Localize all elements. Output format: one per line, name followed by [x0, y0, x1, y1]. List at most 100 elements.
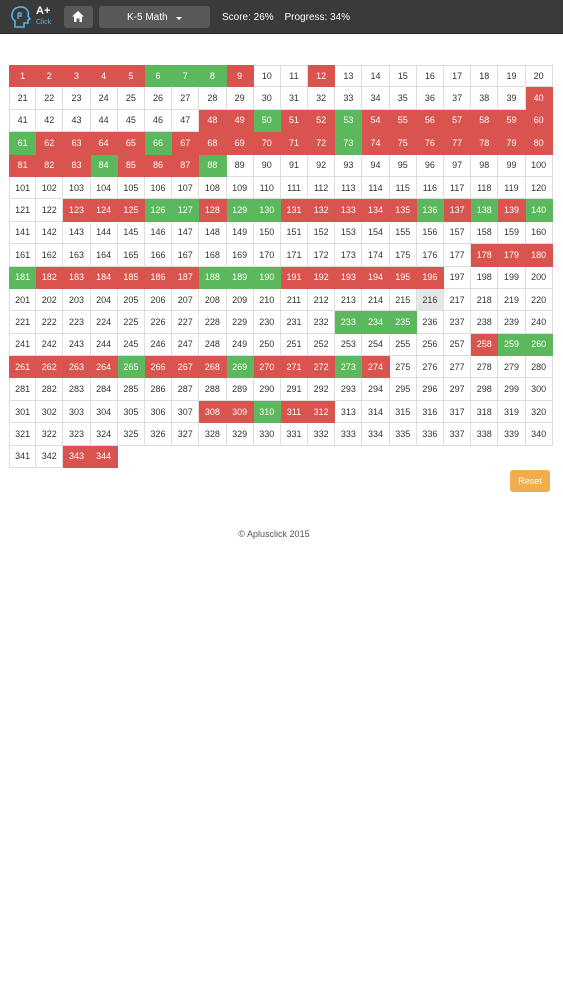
question-cell[interactable]: 87	[172, 154, 200, 177]
question-cell[interactable]: 237	[444, 311, 472, 334]
question-cell[interactable]: 163	[63, 244, 91, 267]
question-cell[interactable]: 174	[362, 244, 390, 267]
question-cell[interactable]: 169	[226, 244, 254, 267]
question-cell[interactable]: 29	[226, 87, 254, 110]
question-cell[interactable]: 138	[471, 199, 499, 222]
question-cell[interactable]: 223	[63, 311, 91, 334]
question-cell[interactable]: 56	[416, 109, 444, 133]
question-cell[interactable]: 222	[36, 311, 64, 334]
question-cell[interactable]: 227	[172, 311, 200, 334]
question-cell[interactable]: 15	[389, 65, 417, 88]
question-cell[interactable]: 88	[199, 154, 227, 177]
question-cell[interactable]: 330	[253, 423, 281, 446]
question-cell[interactable]: 106	[144, 176, 173, 200]
question-cell[interactable]: 242	[36, 333, 64, 357]
question-cell[interactable]: 86	[144, 154, 173, 177]
question-cell[interactable]: 221	[9, 311, 37, 334]
question-cell[interactable]: 310	[253, 400, 281, 424]
question-cell[interactable]: 323	[63, 423, 91, 446]
question-cell[interactable]: 298	[471, 378, 499, 401]
question-cell[interactable]: 285	[117, 378, 145, 401]
question-cell[interactable]: 16	[416, 65, 444, 88]
question-cell[interactable]: 206	[144, 288, 173, 312]
question-cell[interactable]: 274	[362, 356, 390, 379]
question-cell[interactable]: 121	[9, 199, 37, 222]
question-cell[interactable]: 92	[308, 154, 336, 177]
question-cell[interactable]: 161	[9, 244, 37, 267]
question-cell[interactable]: 4	[90, 65, 118, 88]
question-cell[interactable]: 120	[525, 176, 553, 200]
question-cell[interactable]: 146	[144, 221, 173, 245]
question-cell[interactable]: 193	[335, 266, 363, 289]
question-cell[interactable]: 286	[144, 378, 173, 401]
question-cell[interactable]: 338	[471, 423, 499, 446]
question-cell[interactable]: 176	[416, 244, 444, 267]
question-cell[interactable]: 158	[471, 221, 499, 245]
question-cell[interactable]: 128	[199, 199, 227, 222]
question-cell[interactable]: 307	[172, 400, 200, 424]
question-cell[interactable]: 229	[226, 311, 254, 334]
question-cell[interactable]: 244	[90, 333, 118, 357]
question-cell[interactable]: 218	[471, 288, 499, 312]
question-cell[interactable]: 129	[226, 199, 254, 222]
question-cell[interactable]: 235	[389, 311, 417, 334]
question-cell[interactable]: 118	[471, 176, 499, 200]
question-cell[interactable]: 192	[308, 266, 336, 289]
question-cell[interactable]: 317	[444, 400, 472, 424]
question-cell[interactable]: 226	[144, 311, 173, 334]
question-cell[interactable]: 149	[226, 221, 254, 245]
question-cell[interactable]: 6	[144, 65, 173, 88]
question-cell[interactable]: 81	[9, 154, 37, 177]
question-cell[interactable]: 335	[389, 423, 417, 446]
question-cell[interactable]: 53	[335, 109, 363, 133]
question-cell[interactable]: 209	[226, 288, 254, 312]
question-cell[interactable]: 175	[389, 244, 417, 267]
question-cell[interactable]: 197	[444, 266, 472, 289]
question-cell[interactable]: 54	[362, 109, 390, 133]
question-cell[interactable]: 66	[144, 132, 173, 155]
question-cell[interactable]: 18	[471, 65, 499, 88]
question-cell[interactable]: 263	[63, 356, 91, 379]
question-cell[interactable]: 70	[253, 132, 281, 155]
question-cell[interactable]: 35	[389, 87, 417, 110]
aplusclick-logo[interactable]: A+ Click	[9, 4, 55, 30]
question-cell[interactable]: 160	[525, 221, 553, 245]
question-cell[interactable]: 48	[199, 109, 227, 133]
question-cell[interactable]: 130	[253, 199, 281, 222]
question-cell[interactable]: 64	[90, 132, 118, 155]
question-cell[interactable]: 272	[308, 356, 336, 379]
question-cell[interactable]: 283	[63, 378, 91, 401]
question-cell[interactable]: 267	[172, 356, 200, 379]
question-cell[interactable]: 326	[144, 423, 173, 446]
question-cell[interactable]: 332	[308, 423, 336, 446]
question-cell[interactable]: 144	[90, 221, 118, 245]
question-cell[interactable]: 270	[253, 356, 281, 379]
question-cell[interactable]: 27	[172, 87, 200, 110]
question-cell[interactable]: 99	[498, 154, 526, 177]
question-cell[interactable]: 318	[471, 400, 499, 424]
question-cell[interactable]: 204	[90, 288, 118, 312]
question-cell[interactable]: 256	[416, 333, 444, 357]
question-cell[interactable]: 289	[226, 378, 254, 401]
question-cell[interactable]: 247	[172, 333, 200, 357]
question-cell[interactable]: 20	[525, 65, 553, 88]
question-cell[interactable]: 58	[471, 109, 499, 133]
question-cell[interactable]: 184	[90, 266, 118, 289]
question-cell[interactable]: 136	[416, 199, 444, 222]
question-cell[interactable]: 26	[144, 87, 173, 110]
question-cell[interactable]: 265	[117, 356, 145, 379]
question-cell[interactable]: 143	[63, 221, 91, 245]
question-cell[interactable]: 166	[144, 244, 173, 267]
question-cell[interactable]: 28	[199, 87, 227, 110]
question-cell[interactable]: 293	[335, 378, 363, 401]
question-cell[interactable]: 125	[117, 199, 145, 222]
question-cell[interactable]: 341	[9, 445, 37, 469]
question-cell[interactable]: 82	[36, 154, 64, 177]
question-cell[interactable]: 295	[389, 378, 417, 401]
question-cell[interactable]: 145	[117, 221, 145, 245]
question-cell[interactable]: 215	[389, 288, 417, 312]
question-cell[interactable]: 208	[199, 288, 227, 312]
question-cell[interactable]: 19	[498, 65, 526, 88]
question-cell[interactable]: 333	[335, 423, 363, 446]
question-cell[interactable]: 139	[498, 199, 526, 222]
